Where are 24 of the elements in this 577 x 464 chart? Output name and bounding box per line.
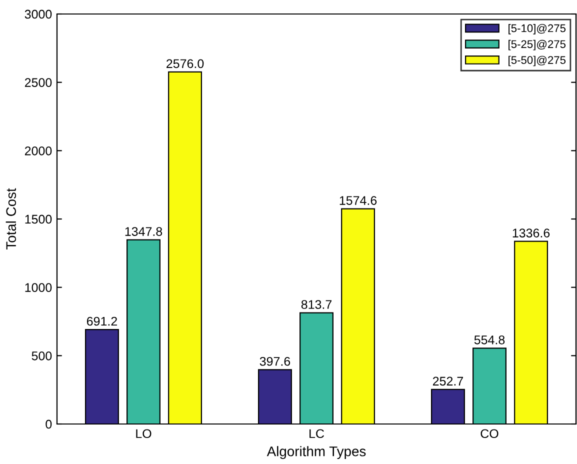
- data-label: 397.6: [260, 356, 290, 366]
- y-tick-label: 1000: [25, 283, 52, 292]
- x-axis-title: Algorithm Types: [266, 446, 366, 460]
- data-label: 1347.8: [125, 227, 162, 236]
- data-label: 691.2: [86, 316, 117, 326]
- data-label: 252.7: [432, 376, 463, 386]
- data-label: 1574.6: [340, 196, 377, 205]
- data-label: 2576.0: [166, 59, 204, 68]
- y-tick-label: 500: [32, 351, 52, 360]
- data-label: 554.8: [474, 335, 505, 344]
- data-label: 1336.6: [512, 228, 550, 238]
- legend-label: [5-25]@275: [508, 40, 566, 50]
- y-tick-label: 0: [46, 420, 52, 429]
- y-tick-label: 3000: [24, 10, 52, 19]
- x-tick-label: CO: [480, 429, 498, 438]
- legend-label: [5-50]@275: [508, 56, 566, 66]
- x-tick-label: LC: [310, 429, 324, 438]
- legend-label: [5-10]@275: [508, 24, 566, 34]
- y-tick-label: 2500: [24, 78, 52, 87]
- y-tick-label: 1500: [25, 214, 52, 224]
- x-tick-label: LO: [136, 429, 152, 438]
- y-axis-title: Total Cost: [6, 188, 16, 250]
- data-label: 813.7: [301, 300, 332, 309]
- y-tick-label: 2000: [24, 146, 52, 156]
